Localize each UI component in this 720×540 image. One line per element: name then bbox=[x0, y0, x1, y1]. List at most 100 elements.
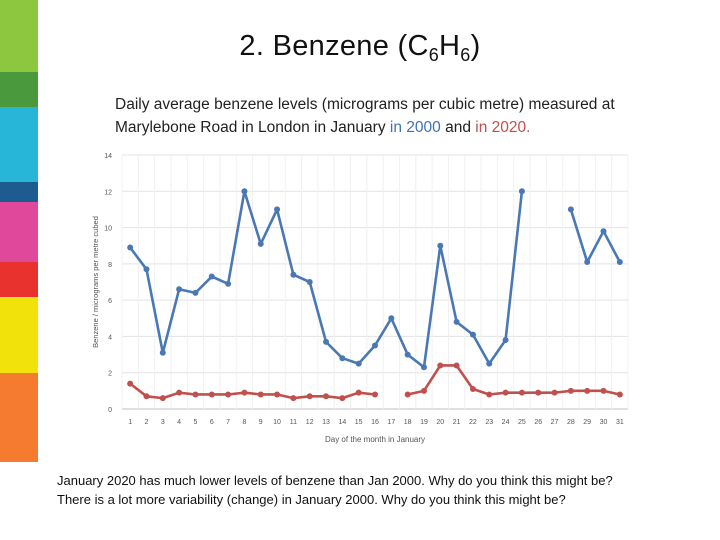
x-tick-label: 11 bbox=[290, 419, 297, 426]
series-2000-point bbox=[306, 279, 313, 285]
series-2000-point bbox=[372, 342, 378, 349]
color-stripe bbox=[0, 0, 38, 72]
y-tick-label: 14 bbox=[104, 153, 112, 160]
slide-title: 2. Benzene (C6H6) bbox=[239, 30, 481, 65]
x-tick-label: 13 bbox=[322, 419, 330, 426]
question-2: There is a lot more variability (change)… bbox=[57, 492, 566, 507]
series-2000-line bbox=[569, 209, 621, 264]
discussion-questions: January 2020 has much lower levels of be… bbox=[57, 471, 717, 509]
x-tick-label: 16 bbox=[371, 419, 379, 426]
color-stripe bbox=[0, 182, 38, 202]
series-2020-point bbox=[453, 362, 460, 369]
series-2000-point bbox=[518, 188, 525, 195]
series-2020-point bbox=[502, 389, 509, 396]
x-tick-label: 12 bbox=[306, 419, 314, 426]
x-tick-label: 15 bbox=[355, 419, 363, 426]
x-tick-label: 4 bbox=[177, 419, 181, 426]
series-2000-point bbox=[225, 280, 232, 287]
year-2020-label: 2020. bbox=[491, 119, 531, 136]
x-tick-label: 21 bbox=[453, 419, 461, 426]
x-tick-label: 20 bbox=[436, 419, 444, 426]
series-2020-point bbox=[355, 389, 362, 396]
series-2020-point bbox=[192, 391, 199, 398]
x-tick-label: 19 bbox=[420, 419, 428, 426]
series-2000-point bbox=[323, 338, 330, 345]
x-tick-label: 5 bbox=[193, 419, 197, 426]
series-2020-point bbox=[323, 393, 330, 400]
series-2020-point bbox=[241, 389, 248, 396]
series-2000-point bbox=[192, 289, 199, 296]
series-2020-point bbox=[616, 391, 623, 398]
chart-description: Daily average benzene levels (micrograms… bbox=[115, 96, 615, 136]
question-1: January 2020 has much lower levels of be… bbox=[57, 473, 613, 488]
series-2020-point bbox=[551, 389, 558, 396]
x-tick-label: 30 bbox=[600, 419, 608, 426]
series-2020-point bbox=[208, 391, 215, 398]
series-2000-point bbox=[616, 259, 623, 266]
series-2000-point bbox=[176, 286, 183, 293]
series-2020-point bbox=[404, 391, 411, 398]
year-2000-in: in bbox=[389, 119, 402, 136]
series-2020-point bbox=[584, 387, 591, 394]
x-tick-label: 27 bbox=[551, 419, 559, 426]
y-tick-label: 4 bbox=[108, 334, 112, 341]
y-tick-label: 6 bbox=[108, 298, 112, 305]
x-tick-label: 22 bbox=[469, 419, 477, 426]
color-stripe bbox=[0, 373, 38, 391]
color-stripe bbox=[0, 297, 38, 373]
series-2000-point bbox=[127, 244, 134, 251]
x-tick-label: 31 bbox=[616, 419, 624, 426]
series-2020-point bbox=[420, 387, 427, 394]
x-tick-label: 25 bbox=[518, 419, 526, 426]
color-stripe bbox=[0, 391, 38, 462]
series-2020-point bbox=[257, 391, 264, 398]
x-tick-label: 9 bbox=[259, 419, 263, 426]
series-2000-point bbox=[502, 337, 509, 344]
year-2020-in: in bbox=[475, 119, 488, 136]
series-2000-point bbox=[486, 360, 493, 367]
x-axis-title: Day of the month in January bbox=[325, 435, 425, 444]
color-stripe bbox=[0, 72, 38, 107]
series-2000-point bbox=[469, 331, 476, 338]
series-2020-point bbox=[486, 391, 493, 398]
series-2000-point bbox=[143, 266, 150, 273]
series-2000-point bbox=[437, 242, 444, 249]
y-axis-title: Benzene / micrograms per metre cubed bbox=[91, 216, 100, 348]
series-2000-point bbox=[404, 351, 411, 358]
series-2000-point bbox=[208, 273, 215, 280]
series-2020-point bbox=[159, 395, 166, 402]
series-2020-point bbox=[274, 391, 281, 398]
x-tick-label: 23 bbox=[485, 419, 493, 426]
x-tick-label: 2 bbox=[145, 419, 149, 426]
x-tick-label: 24 bbox=[502, 419, 510, 426]
x-tick-label: 1 bbox=[128, 419, 132, 426]
series-2020-point bbox=[567, 387, 574, 394]
x-tick-label: 8 bbox=[242, 419, 246, 426]
series-2020-line bbox=[129, 382, 376, 400]
series-2020-point bbox=[339, 395, 346, 402]
series-2000-point bbox=[159, 349, 166, 356]
series-2000-point bbox=[290, 271, 297, 278]
x-tick-label: 6 bbox=[210, 419, 214, 426]
series-2020-point bbox=[176, 389, 183, 396]
x-tick-label: 18 bbox=[404, 419, 412, 426]
series-2020-point bbox=[535, 389, 542, 396]
color-stripe bbox=[0, 202, 38, 262]
series-2000-point bbox=[241, 188, 248, 195]
y-tick-label: 2 bbox=[108, 371, 112, 378]
x-tick-label: 7 bbox=[226, 419, 230, 426]
series-2000-point bbox=[420, 364, 427, 371]
series-2000-point bbox=[567, 206, 574, 213]
series-2020-point bbox=[518, 389, 525, 396]
x-tick-label: 26 bbox=[534, 419, 542, 426]
year-2000-label: 2000 bbox=[406, 119, 441, 136]
series-2020-point bbox=[437, 362, 444, 369]
series-2000-point bbox=[584, 259, 591, 266]
y-tick-label: 12 bbox=[104, 189, 112, 196]
series-2000-point bbox=[355, 360, 362, 367]
series-2020-point bbox=[290, 395, 297, 402]
x-tick-label: 17 bbox=[387, 419, 395, 426]
color-stripe bbox=[0, 107, 38, 182]
x-tick-label: 28 bbox=[567, 419, 575, 426]
